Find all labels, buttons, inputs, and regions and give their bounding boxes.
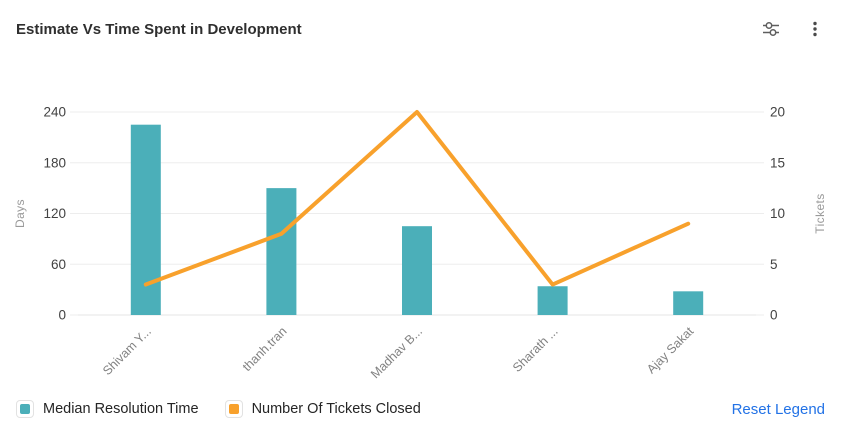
bar-thanh.tran[interactable] [266,188,297,315]
legend-item-number-of-tickets-closed[interactable]: Number Of Tickets Closed [224,400,421,418]
sliders-icon [761,19,781,39]
header-actions [757,15,829,43]
legend-swatch [16,400,34,418]
left-axis-name: Days [13,199,27,228]
x-axis-label: Shivam Y... [100,324,154,378]
left-axis-tick-label: 60 [51,257,66,272]
left-axis-tick-label: 0 [58,308,66,323]
x-axis-label: thanh.tran [240,324,290,374]
chart-title: Estimate Vs Time Spent in Development [16,20,302,38]
left-axis-tick-label: 180 [43,155,66,170]
legend-label: Median Resolution Time [43,401,199,417]
right-axis-tick-label: 5 [770,257,778,272]
x-axis-label: Madhav B... [368,324,425,381]
kebab-menu-icon [805,19,825,39]
tickets-closed-line[interactable] [143,110,691,287]
right-axis-name: Tickets [813,193,827,233]
legend-swatch [224,400,243,418]
more-options-button[interactable] [801,15,829,43]
legend-item-median-resolution-time[interactable]: Median Resolution Time [16,400,199,418]
right-axis-tick-label: 20 [770,105,785,120]
legend-label: Number Of Tickets Closed [251,401,421,417]
bar-Ajay Sakat[interactable] [673,291,704,315]
x-axis-label: Sharath ... [510,324,561,375]
right-axis-tick-label: 10 [770,206,785,221]
right-axis-tick-label: 15 [770,155,785,170]
left-axis-tick-label: 120 [43,206,66,221]
combo-chart-canvas: 0 0 60 5 120 10 180 15 240 20 Days Tickets Shivam Y.… [13,105,827,382]
x-axis-label: Ajay Sakat [644,324,697,377]
legend-row: Median Resolution Time Number Of Tickets … [16,397,825,421]
legend-items: Median Resolution Time Number Of Tickets … [16,400,421,418]
bar-Madhav B...[interactable] [402,226,432,315]
filter-settings-button[interactable] [757,15,785,43]
card-header: Estimate Vs Time Spent in Development [16,14,829,44]
bar-Sharath ...[interactable] [537,286,568,315]
left-axis-tick-label: 240 [43,105,66,120]
right-axis-tick-label: 0 [770,308,778,323]
reset-legend-button[interactable]: Reset Legend [731,400,825,418]
